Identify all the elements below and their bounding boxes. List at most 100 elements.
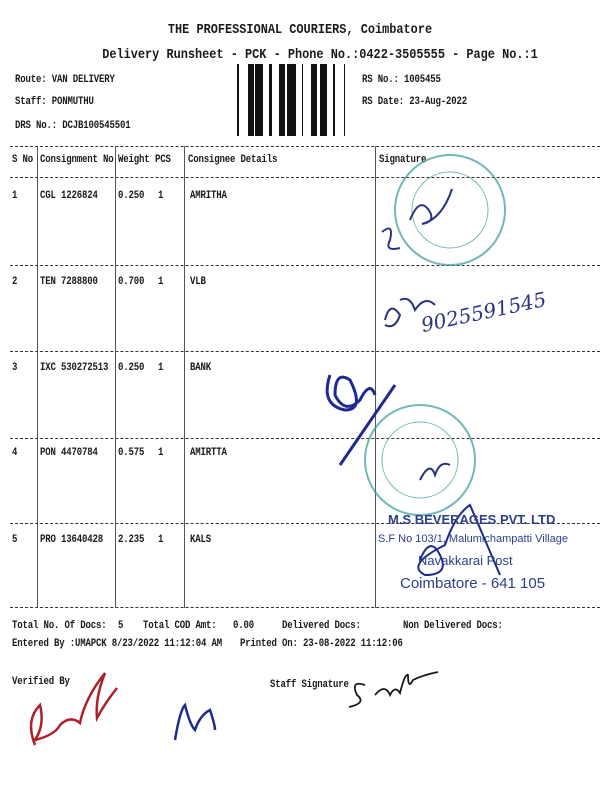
total-cod-label: Total COD Amt:: [143, 620, 217, 632]
staff: Staff: PONMUTHU: [15, 96, 94, 108]
divider: [10, 177, 600, 178]
barcode-bar: [320, 64, 321, 136]
stamp-line: Navakkarai Post: [418, 553, 513, 568]
signature-row-3: [325, 374, 397, 466]
barcode-bar: [344, 64, 345, 136]
barcode-bar: [323, 64, 326, 136]
barcode-bar: [326, 64, 327, 136]
cell-consignment: CGL 1226824: [40, 190, 98, 202]
divider: [10, 523, 600, 524]
total-cod: 0.00: [233, 620, 254, 632]
barcode-bar: [261, 64, 263, 136]
cell-pcs: 1: [158, 190, 164, 202]
barcode-bar: [333, 64, 335, 136]
entered-by: Entered By :UMAPCK 8/23/2022 11:12:04 AM: [12, 638, 222, 650]
cell-pcs: 1: [158, 276, 164, 288]
delivered-docs-label: Delivered Docs:: [282, 620, 361, 632]
barcode-bar: [315, 64, 317, 136]
cell-consignee: VLB: [190, 276, 206, 288]
barcode-bar: [314, 64, 315, 136]
barcode-bar: [311, 64, 314, 136]
rs-date: RS Date: 23-Aug-2022: [362, 96, 467, 108]
barcode-bar: [260, 64, 261, 136]
barcode-bar: [293, 64, 296, 136]
signature-row-4: [419, 462, 451, 481]
cell-consignee: AMRITHA: [190, 190, 227, 202]
staff-signature-label: Staff Signature: [270, 679, 349, 691]
stamp-line: M.S BEVERAGES PVT. LTD: [388, 512, 556, 527]
col-pcs: PCS: [155, 154, 171, 166]
divider: [10, 351, 600, 352]
col-sno: S No: [12, 154, 33, 166]
signature-row-2: [384, 297, 436, 328]
cell-consignee: KALS: [190, 534, 211, 546]
verified-by-label: Verified By: [12, 676, 70, 688]
col-consignee: Consignee Details: [188, 154, 278, 166]
barcode-bar: [251, 64, 254, 136]
cell-consignment: PON 4470784: [40, 447, 98, 459]
barcode: [237, 64, 345, 136]
col-signature: Signature: [379, 154, 427, 166]
barcode-bar: [287, 64, 290, 136]
non-delivered-docs-label: Non Delivered Docs:: [403, 620, 503, 632]
column-divider: [115, 146, 116, 608]
column-divider: [37, 146, 38, 608]
divider: [10, 265, 600, 266]
drs-number: DRS No.: DCJB100545501: [15, 120, 131, 132]
divider: [10, 607, 600, 608]
cell-sno: 1: [12, 190, 18, 202]
cell-weight: 0.250: [118, 362, 145, 374]
barcode-bar: [257, 64, 260, 136]
cell-sno: 4: [12, 447, 18, 459]
divider: [10, 146, 600, 147]
barcode-bar: [269, 64, 272, 136]
barcode-bar: [248, 64, 249, 136]
cell-weight: 0.250: [118, 190, 145, 202]
barcode-bar: [237, 64, 239, 136]
staff-signature-mark: [348, 671, 439, 708]
cell-consignee: AMIRTTA: [190, 447, 227, 459]
cell-consignment: IXC 530272513: [40, 362, 109, 374]
route: Route: VAN DELIVERY: [15, 74, 115, 86]
cell-consignment: TEN 7288800: [40, 276, 98, 288]
total-docs-label: Total No. Of Docs:: [12, 620, 107, 632]
signature-row-5: [417, 503, 501, 577]
cell-pcs: 1: [158, 534, 164, 546]
cell-weight: 0.700: [118, 276, 145, 288]
col-consignment: Consignment No: [40, 154, 114, 166]
stamp-line: Coimbatore - 641 105: [400, 575, 546, 592]
round-stamp-middle: [364, 404, 476, 516]
cell-weight: 0.575: [118, 447, 145, 459]
divider: [10, 438, 600, 439]
barcode-bar: [291, 64, 293, 136]
cell-weight: 2.235: [118, 534, 145, 546]
col-weight: Weight: [118, 154, 150, 166]
barcode-bar: [255, 64, 257, 136]
cell-pcs: 1: [158, 362, 164, 374]
stamp-line: S.F No 103/1, Malumichampatti Village: [378, 533, 568, 545]
barcode-bar: [281, 64, 284, 136]
total-docs: 5: [118, 620, 124, 632]
verifier-initials: [173, 702, 217, 741]
barcode-bar: [279, 64, 281, 136]
verified-signature: [29, 672, 118, 746]
barcode-bar: [249, 64, 251, 136]
cell-consignment: PRO 13640428: [40, 534, 103, 546]
column-divider: [184, 146, 185, 608]
runsheet-subtitle: Delivery Runsheet - PCK - Phone No.:0422…: [102, 47, 538, 63]
column-divider: [375, 146, 376, 608]
barcode-bar: [302, 64, 303, 136]
barcode-bar: [321, 64, 323, 136]
cell-sno: 5: [12, 534, 18, 546]
cell-pcs: 1: [158, 447, 164, 459]
printed-on: Printed On: 23-08-2022 11:12:06: [240, 638, 403, 650]
cell-sno: 3: [12, 362, 18, 374]
company-title: THE PROFESSIONAL COURIERS, Coimbatore: [167, 22, 433, 38]
barcode-bar: [290, 64, 291, 136]
rs-number: RS No.: 1005455: [362, 74, 441, 86]
cell-sno: 2: [12, 276, 18, 288]
signature-row-1: [381, 188, 453, 250]
round-stamp-top: [394, 154, 506, 266]
barcode-bar: [284, 64, 285, 136]
